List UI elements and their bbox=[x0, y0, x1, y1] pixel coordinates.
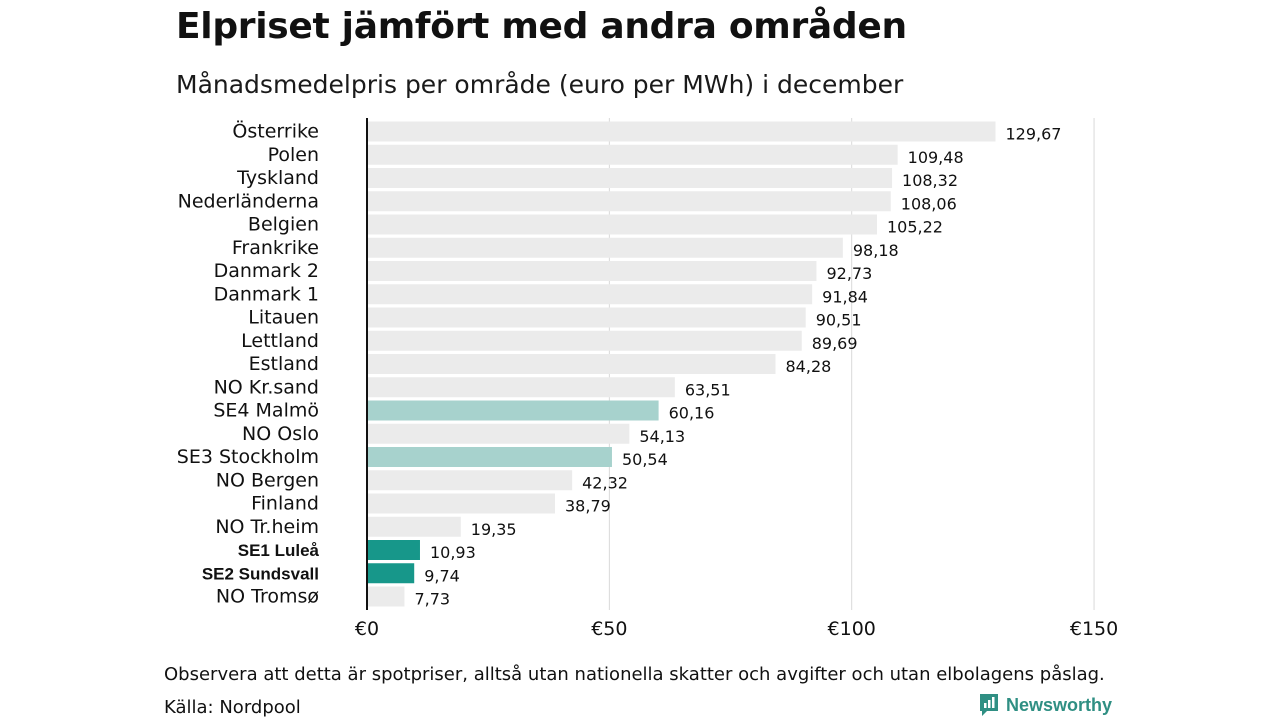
newsworthy-logo-icon bbox=[980, 694, 998, 716]
category-label: Belgien bbox=[248, 214, 319, 236]
category-label: Finland bbox=[251, 493, 319, 515]
brand-logo: Newsworthy bbox=[978, 692, 1112, 718]
value-label: 98,18 bbox=[853, 241, 899, 260]
bar bbox=[367, 237, 843, 258]
value-label: 84,28 bbox=[786, 357, 832, 376]
value-label: 19,35 bbox=[471, 520, 517, 539]
bar-chart: Österrike 129,67 Polen 109,48 Tyskland 108,32… bbox=[177, 118, 1118, 640]
value-label: 50,54 bbox=[622, 450, 668, 469]
bar bbox=[367, 191, 891, 212]
value-label: 54,13 bbox=[639, 427, 685, 446]
category-label: Frankrike bbox=[232, 237, 319, 259]
category-label: NO Bergen bbox=[216, 469, 319, 491]
bar bbox=[367, 493, 556, 514]
bar bbox=[367, 330, 802, 351]
bar bbox=[367, 377, 675, 398]
value-label: 38,79 bbox=[565, 497, 611, 516]
value-label: 89,69 bbox=[812, 334, 858, 353]
value-label: 109,48 bbox=[908, 148, 964, 167]
bar bbox=[367, 168, 893, 188]
bar bbox=[367, 284, 813, 305]
bar bbox=[367, 307, 806, 328]
brand-name: Newsworthy bbox=[1006, 694, 1113, 715]
value-label: 91,84 bbox=[822, 287, 868, 306]
category-label: Österrike bbox=[232, 120, 319, 143]
bar bbox=[367, 516, 461, 537]
category-label: Polen bbox=[268, 144, 319, 166]
value-label: 92,73 bbox=[826, 264, 872, 283]
value-label: 108,06 bbox=[901, 194, 957, 213]
value-label: 129,67 bbox=[1006, 125, 1062, 144]
category-label: NO Kr.sand bbox=[214, 376, 319, 398]
bar bbox=[367, 423, 630, 444]
category-label: SE2 Sundsvall bbox=[202, 564, 319, 583]
category-label: SE1 Luleå bbox=[238, 541, 320, 560]
bar bbox=[367, 144, 898, 165]
bar bbox=[367, 470, 573, 491]
category-label: NO Tr.heim bbox=[215, 516, 319, 538]
category-label: Danmark 1 bbox=[214, 283, 319, 305]
value-label: 9,74 bbox=[424, 566, 460, 585]
bar bbox=[367, 563, 415, 584]
bar bbox=[367, 214, 878, 235]
category-label: Lettland bbox=[241, 330, 319, 352]
value-label: 63,51 bbox=[685, 380, 731, 399]
bar bbox=[367, 261, 817, 281]
footnote: Observera att detta är spotpriser, allts… bbox=[164, 664, 1105, 685]
source-note: Källa: Nordpool bbox=[164, 697, 301, 718]
value-label: 105,22 bbox=[887, 218, 943, 237]
x-tick-label: €100 bbox=[828, 618, 876, 640]
bar bbox=[367, 540, 420, 560]
bar bbox=[367, 447, 612, 467]
bar bbox=[367, 586, 405, 607]
x-tick-label: €50 bbox=[591, 618, 627, 640]
category-label: NO Oslo bbox=[242, 423, 319, 445]
category-label: SE3 Stockholm bbox=[177, 446, 319, 468]
value-label: 7,73 bbox=[414, 590, 450, 609]
chart-subtitle: Månadsmedelpris per område (euro per MWh… bbox=[176, 70, 904, 99]
category-label: Tyskland bbox=[236, 167, 319, 189]
value-label: 60,16 bbox=[669, 404, 715, 423]
x-tick-label: €0 bbox=[355, 618, 379, 640]
category-label: SE4 Malmö bbox=[213, 400, 319, 422]
bar bbox=[367, 121, 996, 142]
bar bbox=[367, 354, 776, 374]
value-label: 42,32 bbox=[582, 473, 628, 492]
value-label: 108,32 bbox=[902, 171, 958, 190]
chart-title: Elpriset jämfört med andra områden bbox=[176, 6, 907, 47]
value-label: 90,51 bbox=[816, 311, 862, 330]
bar bbox=[367, 400, 659, 421]
category-label: Nederländerna bbox=[178, 190, 319, 212]
value-label: 10,93 bbox=[430, 543, 476, 562]
category-label: Danmark 2 bbox=[214, 260, 319, 282]
category-label: Litauen bbox=[248, 307, 319, 329]
x-tick-label: €150 bbox=[1070, 618, 1118, 640]
category-label: Estland bbox=[249, 353, 319, 375]
category-label: NO Tromsø bbox=[216, 586, 319, 608]
